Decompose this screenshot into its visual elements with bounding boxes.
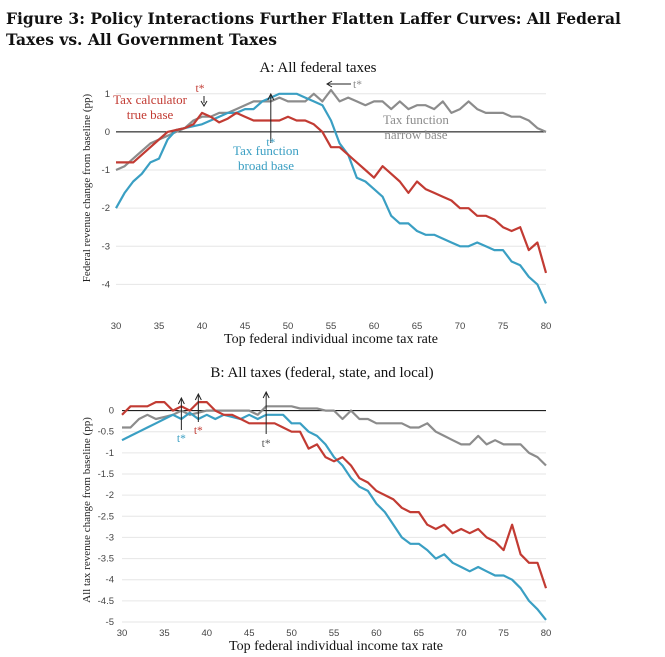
- red-tstar-arrowhead: [200, 100, 208, 107]
- y-tick-label: -3: [102, 241, 110, 252]
- series-line-red: [116, 111, 548, 274]
- panel-b-title: B: All taxes (federal, state, and local): [210, 365, 433, 381]
- blue-tstar-label: t*: [266, 137, 275, 149]
- y-tick-label: 1: [105, 89, 110, 100]
- x-tick-label: 50: [283, 321, 294, 332]
- panel-b-gridlines: [122, 431, 546, 623]
- series-line-blue: [115, 92, 548, 304]
- gray-series-label-line-1: Tax function: [383, 112, 449, 127]
- panel-b-series: [121, 401, 548, 621]
- x-tick-label: 30: [111, 321, 122, 332]
- panel-b-x-ticks: 30 35 40 45 50 55 60 65 70 75 80: [117, 628, 552, 639]
- x-tick-label: 45: [240, 321, 251, 332]
- panel-a-x-ticks: 30 35 40 45 50 55 60 65 70 75 80: [111, 321, 552, 332]
- y-tick-label: -2: [106, 490, 114, 501]
- red-series-label-line-1: Tax calculator: [113, 92, 187, 107]
- x-tick-label: 65: [414, 628, 425, 639]
- y-tick-label: -4: [106, 575, 114, 586]
- series-line-blue: [121, 411, 547, 621]
- panel-a-annotations: Tax calculator true base Tax function br…: [113, 79, 449, 173]
- figure-title-line-2: Taxes vs. All Government Taxes: [6, 30, 277, 49]
- x-tick-label: 60: [369, 321, 380, 332]
- red-series-label-line-2: true base: [127, 107, 174, 122]
- panel-a-y-axis-label: Federal revenue change from baseline (pp…: [81, 93, 93, 282]
- gray-tstar-arrowhead: [262, 390, 270, 399]
- y-tick-label: -2: [102, 203, 110, 214]
- x-tick-label: 40: [197, 321, 208, 332]
- red-tstar-label: t*: [196, 83, 205, 95]
- panel-a-tstar-markers: t* t* t*: [196, 79, 363, 149]
- blue-tstar-label: t*: [177, 433, 186, 445]
- y-tick-label: -3.5: [98, 554, 114, 565]
- y-tick-label: -2.5: [98, 511, 114, 522]
- x-tick-label: 40: [202, 628, 213, 639]
- x-tick-label: 50: [286, 628, 297, 639]
- panel-b: B: All taxes (federal, state, and local)…: [81, 365, 551, 654]
- y-tick-label: 0: [105, 127, 110, 138]
- panel-a-title: A: All federal taxes: [259, 60, 376, 76]
- gray-series-label-line-2: narrow base: [384, 127, 447, 142]
- panel-b-tstar-markers: t* t* t*: [177, 390, 271, 450]
- x-tick-label: 35: [154, 321, 165, 332]
- series-line-gray: [115, 88, 547, 172]
- x-tick-label: 30: [117, 628, 128, 639]
- y-tick-label: -1: [106, 448, 114, 459]
- x-tick-label: 55: [326, 321, 337, 332]
- x-tick-label: 55: [329, 628, 340, 639]
- figure-title: Figure 3: Policy Interactions Further Fl…: [6, 8, 656, 50]
- red-tstar-arrowhead: [194, 392, 202, 401]
- y-tick-label: -3: [106, 532, 114, 543]
- panel-a: A: All federal taxes Federal revenue cha…: [81, 60, 551, 347]
- panel-a-series: [115, 88, 548, 304]
- series-line-red: [121, 401, 548, 589]
- y-tick-label: 0: [109, 406, 114, 417]
- y-tick-label: -1.5: [98, 469, 114, 480]
- x-tick-label: 45: [244, 628, 255, 639]
- blue-tstar-arrowhead: [267, 92, 275, 101]
- blue-tstar-arrowhead: [177, 396, 185, 405]
- x-tick-label: 80: [541, 628, 552, 639]
- panel-a-gridlines: [116, 93, 546, 285]
- figure-title-line-1: Figure 3: Policy Interactions Further Fl…: [6, 9, 621, 28]
- x-tick-label: 75: [498, 321, 509, 332]
- y-tick-label: -1: [102, 165, 110, 176]
- x-tick-label: 75: [498, 628, 509, 639]
- x-tick-label: 65: [412, 321, 423, 332]
- x-tick-label: 80: [541, 321, 552, 332]
- panel-b-y-ticks: 0 -0.5 -1 -1.5 -2 -2.5 -3 -3.5 -4 -4.5 -5: [98, 406, 114, 628]
- panel-b-x-axis-label: Top federal individual income tax rate: [229, 639, 443, 654]
- x-tick-label: 35: [159, 628, 170, 639]
- panel-a-y-ticks: 1 0 -1 -2 -3 -4: [102, 89, 110, 291]
- panel-a-x-axis-label: Top federal individual income tax rate: [224, 332, 438, 347]
- red-tstar-label: t*: [194, 425, 203, 437]
- panel-b-y-axis-label: All tax revenue change from baseline (pp…: [81, 417, 93, 603]
- x-tick-label: 70: [456, 628, 467, 639]
- blue-series-label-line-2: broad base: [238, 158, 294, 173]
- gray-tstar-arrowhead: [326, 80, 333, 88]
- blue-series-label-line-1: Tax function: [233, 143, 299, 158]
- gray-tstar-label: t*: [353, 79, 362, 91]
- gray-tstar-label: t*: [262, 438, 271, 450]
- y-tick-label: -0.5: [98, 427, 114, 438]
- x-tick-label: 60: [371, 628, 382, 639]
- x-tick-label: 70: [455, 321, 466, 332]
- y-tick-label: -4.5: [98, 596, 114, 607]
- y-tick-label: -5: [106, 617, 114, 628]
- y-tick-label: -4: [102, 279, 110, 290]
